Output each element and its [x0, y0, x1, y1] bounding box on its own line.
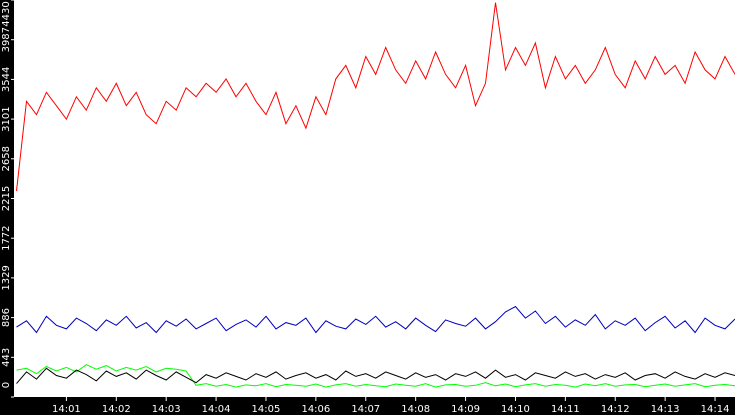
y-tick-label: 1772 [1, 225, 12, 250]
series-line [16, 305, 735, 334]
series-line [16, 367, 735, 384]
x-tick-label: 14:06 [301, 404, 330, 415]
x-tick-label: 14:05 [252, 404, 281, 415]
y-tick-label: 443 [1, 348, 12, 367]
x-tick-label: 14:14 [701, 404, 730, 415]
x-tick-label: 14:04 [202, 404, 231, 415]
x-tick-label: 14:01 [52, 404, 81, 415]
x-tick-label: 14:03 [152, 404, 181, 415]
y-tick-label: 3101 [1, 106, 12, 131]
x-tick-label: 14:13 [651, 404, 680, 415]
x-tick-label: 14:11 [551, 404, 580, 415]
x-axis-strip [0, 397, 735, 415]
y-tick-label: 2658 [1, 146, 12, 171]
x-tick-label: 14:08 [401, 404, 430, 415]
y-tick-label: 4430 [1, 1, 12, 26]
series-line [16, 364, 735, 388]
y-tick-label: 2215 [1, 186, 12, 211]
series-line [16, 2, 735, 191]
y-tick-label: 3987 [1, 27, 12, 52]
x-tick-label: 14:02 [102, 404, 131, 415]
y-tick-label: 886 [1, 308, 12, 327]
x-tick-label: 14:07 [351, 404, 380, 415]
y-tick-label: 1329 [1, 265, 12, 290]
y-axis-strip [0, 0, 14, 415]
x-tick-label: 14:09 [451, 404, 480, 415]
y-tick-label: 3544 [1, 67, 12, 92]
x-tick-label: 14:10 [501, 404, 530, 415]
x-tick-label: 14:12 [601, 404, 630, 415]
y-tick-label: 0 [1, 382, 12, 388]
